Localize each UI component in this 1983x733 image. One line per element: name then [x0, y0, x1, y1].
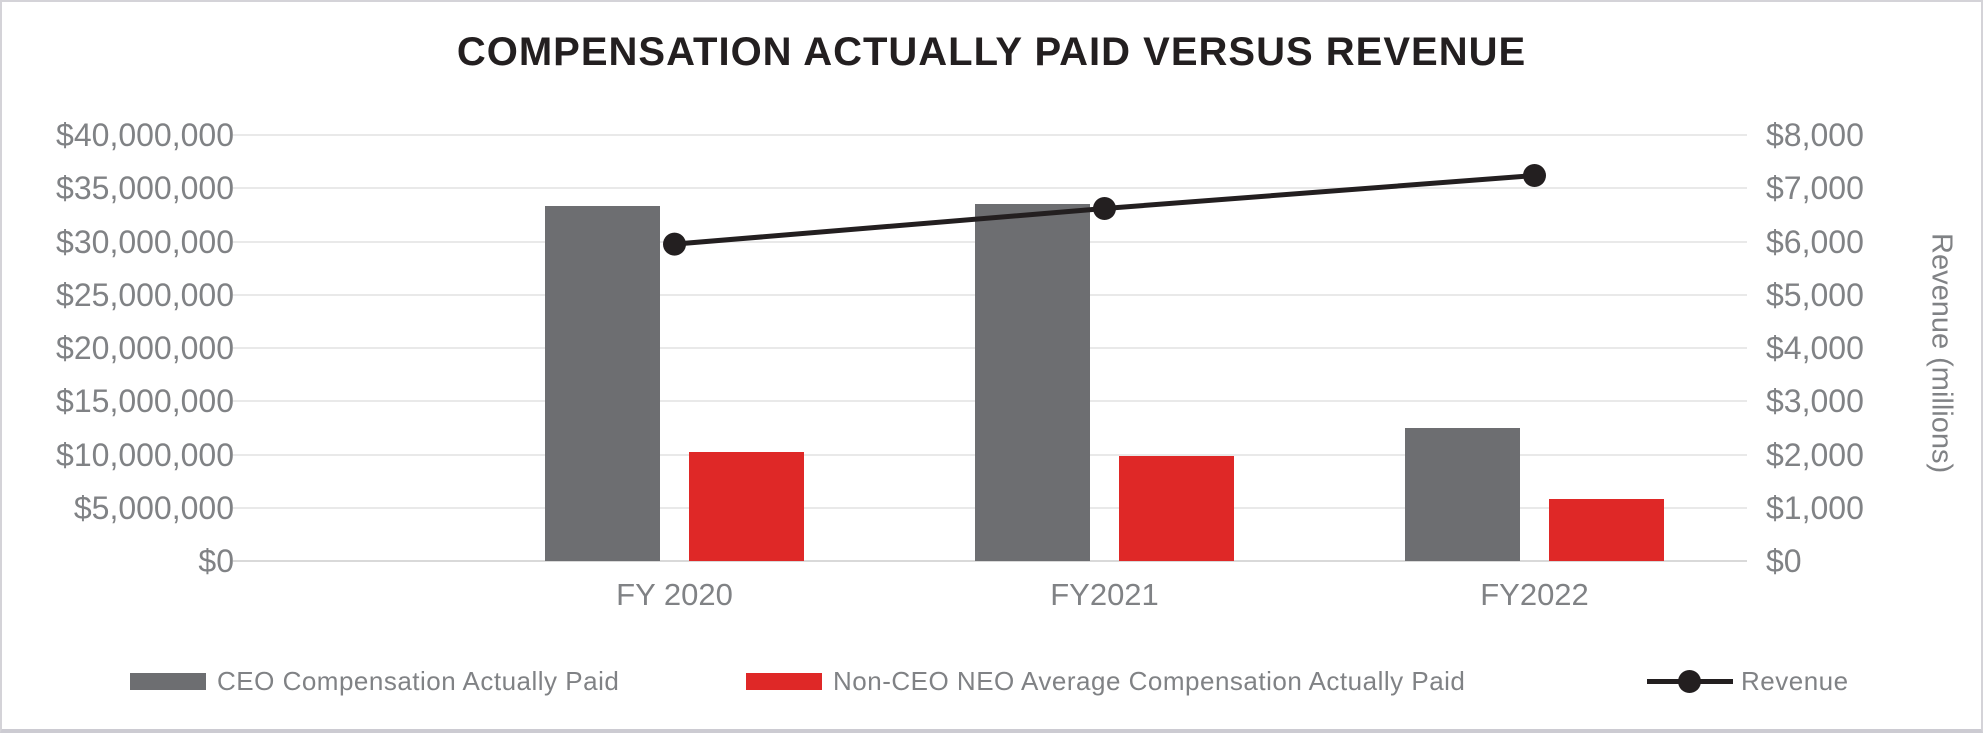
right-axis-tick-label: $6,000	[1766, 223, 1864, 260]
right-axis-tick-label: $5,000	[1766, 276, 1864, 313]
right-axis-tick-label: $2,000	[1766, 436, 1864, 473]
ceo-bar-fy2021	[975, 204, 1090, 561]
left-axis-tick-label: $10,000,000	[56, 436, 234, 473]
revenue-line	[663, 163, 1546, 256]
right-axis-tick-label: $8,000	[1766, 117, 1864, 153]
x-axis-label-fy2022: FY2022	[1480, 577, 1589, 612]
gridline	[233, 134, 1747, 136]
ceo-bar-fy2020	[545, 206, 660, 561]
x-axis-label-fy2021: FY2021	[1050, 577, 1159, 612]
legend-item-revenue: Revenue	[1647, 664, 1849, 698]
right-axis-tick-label: $7,000	[1766, 170, 1864, 207]
revenue-line-marker-icon	[1647, 669, 1733, 693]
right-axis-tick-label: $1,000	[1766, 489, 1864, 526]
right-axis-tick-label: $3,000	[1766, 383, 1864, 420]
legend-label-neo: Non-CEO NEO Average Compensation Actuall…	[833, 666, 1466, 696]
chart-title: COMPENSATION ACTUALLY PAID VERSUS REVENU…	[456, 30, 1527, 74]
x-axis-label-fy2020: FY 2020	[616, 577, 733, 612]
right-axis-tick-label: $0	[1766, 543, 1802, 579]
plot-area	[233, 134, 1747, 562]
legend-label-ceo: CEO Compensation Actually Paid	[217, 666, 620, 696]
ceo-bar-swatch-icon	[130, 672, 206, 690]
left-axis-tick-label: $30,000,000	[56, 223, 234, 260]
left-axis-tick-label: $20,000,000	[56, 330, 234, 366]
revenue-point-fy2022	[1523, 163, 1546, 187]
left-axis-tick-label: $15,000,000	[56, 383, 234, 420]
gridline	[233, 187, 1747, 190]
neo-bar-fy2022	[1549, 499, 1664, 561]
revenue-point-fy2020	[663, 232, 686, 256]
right-axis-title: Revenue (millions)	[1925, 232, 1958, 474]
legend-item-ceo: CEO Compensation Actually Paid	[130, 664, 619, 698]
revenue-point-fy2021	[1093, 196, 1116, 220]
x-axis-line	[233, 560, 1747, 562]
left-axis-tick-label: $0	[198, 543, 234, 579]
left-axis-tick-label: $25,000,000	[56, 276, 234, 313]
neo-bar-fy2021	[1119, 455, 1234, 561]
legend-label-revenue: Revenue	[1741, 666, 1849, 696]
legend: CEO Compensation Actually Paid Non-CEO N…	[2, 664, 1981, 698]
legend-item-neo: Non-CEO NEO Average Compensation Actuall…	[746, 664, 1465, 698]
right-axis-tick-label: $4,000	[1766, 330, 1864, 366]
ceo-bar-fy2022	[1405, 427, 1520, 561]
neo-bar-fy2020	[689, 452, 804, 561]
left-axis-tick-label: $5,000,000	[73, 489, 234, 526]
left-axis-tick-label: $40,000,000	[56, 117, 234, 153]
left-axis-tick-label: $35,000,000	[56, 170, 234, 207]
neo-bar-swatch-icon	[746, 672, 822, 690]
